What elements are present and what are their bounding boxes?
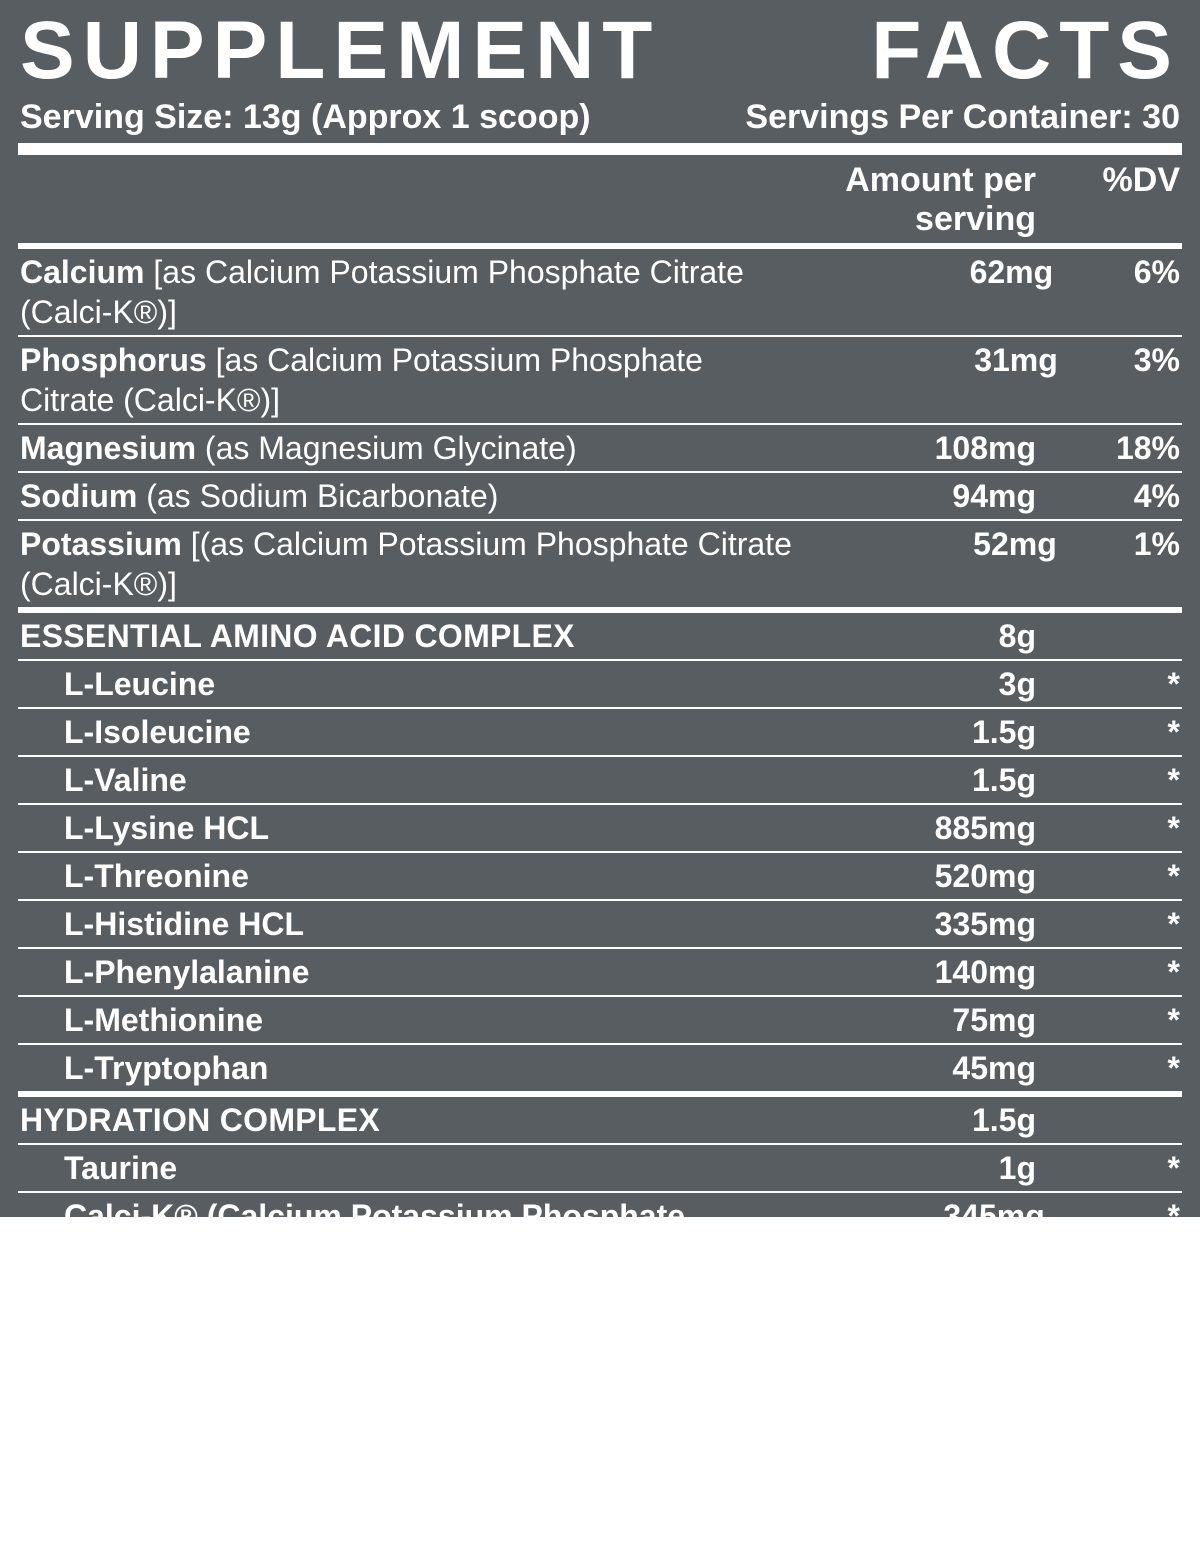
panel-title: SUPPLEMENT FACTS bbox=[18, 10, 1182, 96]
row-phosphorus: Phosphorus [as Calcium Potassium Phospha… bbox=[18, 337, 1182, 423]
row-calcium: Calcium [as Calcium Potassium Phosphate … bbox=[18, 249, 1182, 335]
row-leucine: L-Leucine 3g * bbox=[18, 661, 1182, 707]
row-valine: L-Valine 1.5g * bbox=[18, 757, 1182, 803]
row-coconut: Raw Coconut (Cocos nucifera) (fruit) Wat… bbox=[18, 1281, 1182, 1367]
group-eaa: ESSENTIAL AMINO ACID COMPLEX 8g bbox=[18, 613, 1182, 659]
header-amount: Amount per serving bbox=[720, 161, 1060, 239]
row-methionine: L-Methionine 75mg * bbox=[18, 997, 1182, 1043]
row-tryptophan: L-Tryptophan 45mg * bbox=[18, 1045, 1182, 1091]
row-astragin-cont: Panax notoginseng (root) Extract] bbox=[18, 1455, 1182, 1498]
serving-size: Serving Size: 13g (Approx 1 scoop) bbox=[20, 98, 591, 137]
row-potassium: Potassium [(as Calcium Potassium Phospha… bbox=[18, 521, 1182, 607]
row-histidine: L-Histidine HCL 335mg * bbox=[18, 901, 1182, 947]
row-lysine: L-Lysine HCL 885mg * bbox=[18, 805, 1182, 851]
row-threonine: L-Threonine 520mg * bbox=[18, 853, 1182, 899]
serving-row: Serving Size: 13g (Approx 1 scoop) Servi… bbox=[18, 96, 1182, 143]
row-sodium: Sodium (as Sodium Bicarbonate) 94mg 4% bbox=[18, 473, 1182, 519]
column-headers: Amount per serving %DV bbox=[18, 155, 1182, 243]
row-calcik: Calci-K® (Calcium Potassium Phosphate Ci… bbox=[18, 1193, 1182, 1279]
group-hydration: HYDRATION COMPLEX 1.5g bbox=[18, 1097, 1182, 1143]
row-isoleucine: L-Isoleucine 1.5g * bbox=[18, 709, 1182, 755]
row-phenylalanine: L-Phenylalanine 140mg * bbox=[18, 949, 1182, 995]
header-dv: %DV bbox=[1060, 161, 1180, 239]
rule bbox=[18, 1498, 1182, 1510]
servings-per-container: Servings Per Container: 30 bbox=[745, 98, 1180, 137]
footnote: * Daily Value (DV) not established. bbox=[18, 1510, 1182, 1555]
rule bbox=[18, 143, 1182, 155]
supplement-facts-panel: SUPPLEMENT FACTS Serving Size: 13g (Appr… bbox=[0, 0, 1200, 1217]
row-magnesium: Magnesium (as Magnesium Glycinate) 108mg… bbox=[18, 425, 1182, 471]
row-astragin: AstraGin™ [Astragalus membranaceus (root… bbox=[18, 1369, 1182, 1455]
row-taurine: Taurine 1g * bbox=[18, 1145, 1182, 1191]
